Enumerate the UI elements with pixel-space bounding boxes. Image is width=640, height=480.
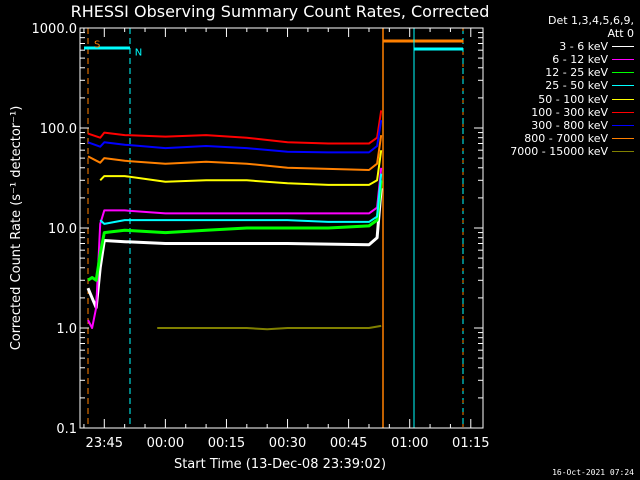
legend: Det 1,3,4,5,6,9, Att 0 3 - 6 keV 6 - 12 k… — [484, 14, 638, 158]
legend-item: 25 - 50 keV — [484, 79, 638, 92]
x-axis-label: Start Time (13-Dec-08 23:39:02) — [174, 457, 386, 472]
marker-layer: SN — [94, 39, 142, 58]
y-tick-label: 1000.0 — [32, 22, 78, 37]
y-tick-label: 100.0 — [40, 122, 77, 137]
series-line-0 — [86, 188, 383, 310]
legend-label: 800 - 7000 keV — [524, 131, 608, 145]
legend-label: 12 - 25 keV — [545, 66, 608, 80]
series-line-1 — [87, 167, 383, 329]
y-tick-label: 0.1 — [56, 422, 77, 437]
y-axis-label: Corrected Count Rate (s⁻¹ detector⁻¹) — [9, 106, 24, 351]
legend-item: 300 - 800 keV — [484, 119, 638, 132]
legend-item: 100 - 300 keV — [484, 106, 638, 119]
x-tick-label: 00:00 — [147, 436, 184, 451]
legend-swatch — [612, 111, 634, 113]
y-tick-label: 10.0 — [48, 222, 77, 237]
legend-item: 7000 - 15000 keV — [484, 145, 638, 158]
marker-label: S — [94, 39, 100, 50]
legend-label: 50 - 100 keV — [538, 92, 608, 106]
y-axis-ticks: 0.1 1.0 10.0 100.0 1000.0 — [32, 22, 483, 437]
legend-swatch — [612, 72, 634, 74]
timestamp: 16-Oct-2021 07:24 — [552, 468, 634, 477]
series-line-6 — [87, 119, 383, 154]
y-tick-label: 1.0 — [56, 322, 77, 337]
legend-title-line2: Att 0 — [607, 27, 634, 41]
legend-swatch — [612, 98, 634, 100]
legend-item: 800 - 7000 keV — [484, 132, 638, 145]
x-tick-label: 00:15 — [208, 436, 245, 451]
legend-swatch — [612, 124, 634, 126]
legend-label: 7000 - 15000 keV — [510, 144, 608, 158]
series-line-8 — [157, 324, 382, 331]
legend-swatch — [612, 85, 634, 87]
marker-label: N — [135, 48, 142, 59]
x-tick-label: 23:45 — [86, 436, 123, 451]
x-tick-label: 00:45 — [330, 436, 367, 451]
x-tick-label: 01:00 — [391, 436, 428, 451]
series-line-4 — [99, 150, 383, 186]
chart-title: RHESSI Observing Summary Count Rates, Co… — [71, 2, 490, 21]
legend-label: 300 - 800 keV — [531, 118, 608, 132]
x-axis-ticks: 23:45 00:00 00:15 00:30 00:45 01:00 01:15 — [83, 28, 490, 451]
legend-title-line1: Det 1,3,4,5,6,9, — [547, 14, 634, 27]
series-line-3 — [99, 173, 383, 225]
legend-label: 25 - 50 keV — [545, 79, 608, 93]
legend-label: 100 - 300 keV — [531, 105, 608, 119]
legend-item: 50 - 100 keV — [484, 93, 638, 106]
legend-item: 3 - 6 keV — [484, 40, 638, 53]
series-line-5 — [87, 110, 383, 145]
series-layer — [86, 110, 383, 331]
series-line-2 — [87, 180, 383, 282]
series-line-7 — [87, 134, 383, 171]
legend-label: 6 - 12 keV — [552, 53, 608, 67]
legend-swatch — [612, 150, 634, 152]
legend-item: 12 - 25 keV — [484, 66, 638, 79]
legend-swatch — [612, 59, 634, 61]
legend-swatch — [612, 46, 634, 48]
legend-label: 3 - 6 keV — [559, 40, 608, 54]
legend-swatch — [612, 137, 634, 139]
x-tick-label: 00:30 — [269, 436, 306, 451]
legend-item: 6 - 12 keV — [484, 53, 638, 66]
x-tick-label: 01:15 — [452, 436, 489, 451]
